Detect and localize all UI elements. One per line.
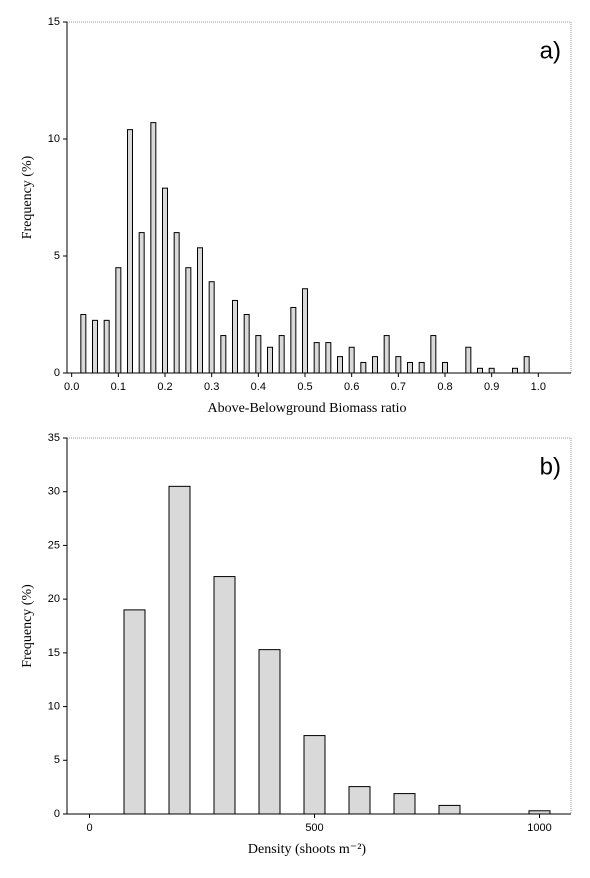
x-tick-label: 0.9 — [484, 381, 499, 393]
y-tick-label: 15 — [48, 16, 60, 28]
bar — [488, 367, 495, 374]
bar — [255, 335, 262, 374]
bar — [138, 232, 145, 374]
bar — [103, 319, 110, 374]
x-tick-label: 0.2 — [157, 381, 172, 393]
bar — [232, 299, 238, 374]
y-tick-label: 5 — [54, 754, 60, 766]
x-tick-label: 500 — [305, 822, 323, 834]
bar — [197, 247, 203, 374]
bar — [465, 346, 472, 374]
bar — [168, 485, 191, 815]
bar — [395, 356, 402, 374]
x-tick-label: 1.0 — [531, 381, 546, 393]
bar — [528, 810, 551, 815]
bar — [220, 335, 227, 374]
bar — [185, 267, 192, 374]
bar — [290, 306, 297, 374]
bar — [477, 367, 483, 374]
bar — [393, 793, 416, 815]
bar — [173, 232, 180, 374]
panel-label: a) — [540, 37, 561, 64]
x-tick-label: 0.7 — [391, 381, 406, 393]
x-axis-label: Above-Belowground Biomass ratio — [207, 401, 406, 416]
y-tick-label: 25 — [48, 539, 60, 551]
bar — [123, 609, 146, 815]
bar — [438, 804, 461, 815]
bar — [523, 356, 530, 374]
bar — [407, 361, 413, 374]
bar — [313, 342, 320, 374]
x-tick-label: 0.5 — [297, 381, 312, 393]
bar — [267, 346, 273, 374]
y-tick-label: 10 — [48, 133, 60, 145]
x-tick-label: 0.4 — [251, 381, 266, 393]
bar — [127, 129, 133, 374]
bar — [372, 356, 378, 374]
bar — [150, 122, 157, 374]
x-axis-label: Density (shoots m⁻²) — [248, 842, 366, 857]
bar — [258, 649, 281, 815]
bar — [383, 335, 390, 374]
bar — [92, 319, 98, 374]
bar — [512, 367, 518, 374]
y-tick-label: 15 — [48, 647, 60, 659]
bar — [360, 361, 367, 374]
x-tick-label: 0.1 — [111, 381, 126, 393]
bar — [418, 361, 425, 374]
bar — [337, 356, 343, 374]
x-tick-label: 0.0 — [64, 381, 79, 393]
panel-label: b) — [540, 453, 561, 480]
y-tick-label: 5 — [54, 250, 60, 262]
bar — [208, 281, 215, 374]
bar — [430, 335, 437, 374]
bar — [303, 735, 326, 815]
bar — [302, 288, 308, 374]
y-tick-label: 30 — [48, 486, 60, 498]
y-axis-label: Frequency (%) — [20, 584, 35, 668]
y-axis-label: Frequency (%) — [20, 155, 35, 239]
bar — [162, 187, 168, 374]
bar — [348, 786, 371, 815]
y-tick-label: 20 — [48, 593, 60, 605]
x-tick-label: 0 — [86, 822, 92, 834]
x-tick-label: 0.6 — [344, 381, 359, 393]
bar — [115, 267, 122, 374]
bar — [243, 314, 250, 374]
bar — [278, 335, 285, 374]
x-tick-label: 0.8 — [437, 381, 452, 393]
y-tick-label: 0 — [54, 808, 60, 820]
y-tick-label: 0 — [54, 367, 60, 379]
bar — [213, 576, 236, 815]
y-tick-label: 35 — [48, 432, 60, 444]
bar — [325, 342, 332, 374]
bar — [442, 361, 448, 374]
bar — [80, 314, 87, 374]
x-tick-label: 0.3 — [204, 381, 219, 393]
bar — [348, 346, 355, 374]
y-tick-label: 10 — [48, 700, 60, 712]
x-tick-label: 1000 — [527, 822, 551, 834]
